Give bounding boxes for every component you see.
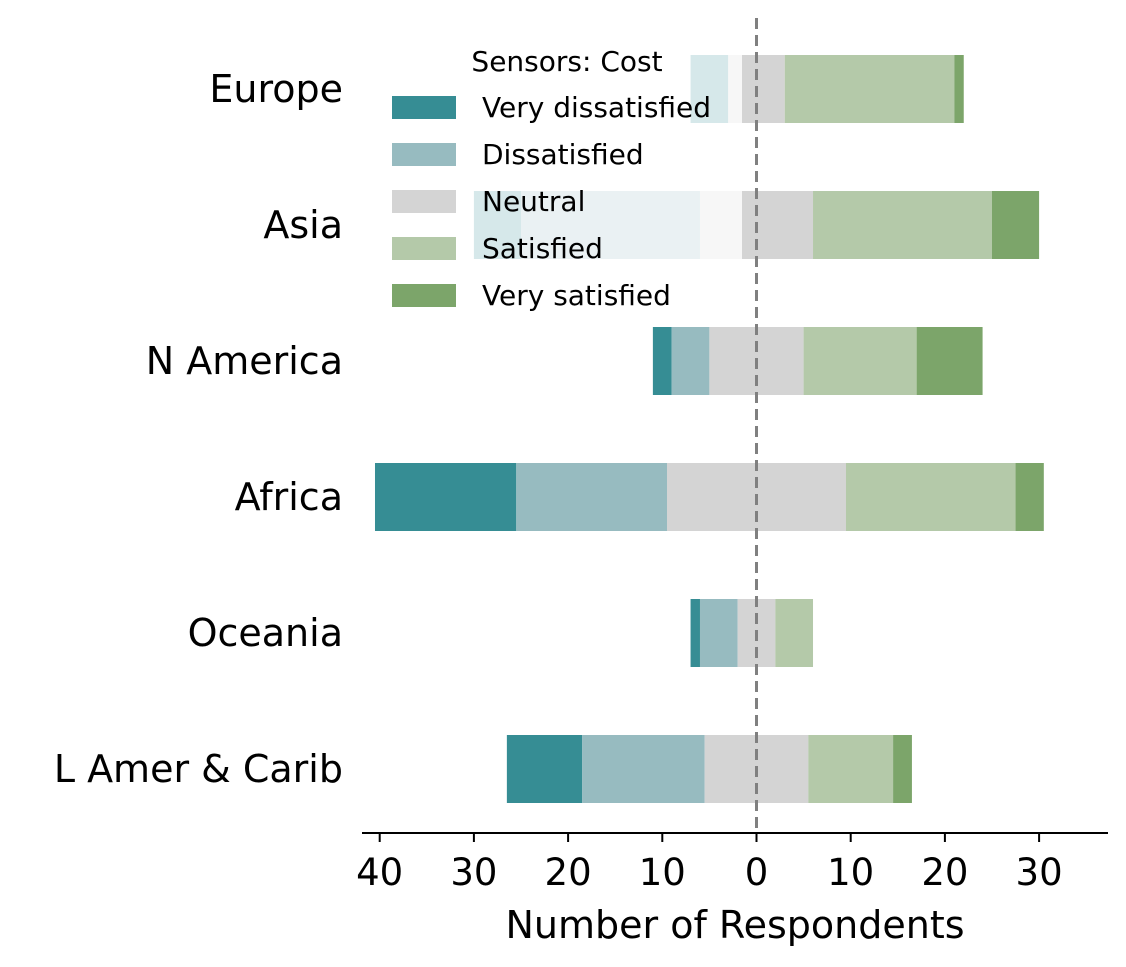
category-label-asia: Asia [263,203,343,247]
category-labels: Europe Asia N America Africa Oceania L Amer &… [54,67,343,791]
category-label-europe: Europe [209,67,343,111]
legend: Sensors: Cost Very dissatisfied Dissatisfi… [380,38,742,319]
x-tick-label: 10 [639,851,686,894]
bar-asia-satisfied [813,191,992,259]
bar-l-amer-and-carib-very-dissatisfied [506,735,583,803]
bar-n-america-satisfied [803,327,917,395]
bar-n-america-very-satisfied [916,327,983,395]
bar-asia-very-satisfied [992,191,1040,259]
legend-swatch-very-dissatisfied [392,96,456,119]
legend-label-very-satisfied: Very satisfied [482,279,671,312]
x-axis-title: Number of Respondents [505,903,964,947]
bar-l-amer-and-carib-dissatisfied [582,735,705,803]
bar-europe-very-satisfied [954,55,964,123]
x-tick-label: 30 [1016,851,1063,894]
bar-africa-dissatisfied [516,463,668,531]
legend-label-neutral: Neutral [482,185,585,218]
legend-label-satisfied: Satisfied [482,232,603,265]
bar-n-america-very-dissatisfied [652,327,672,395]
category-label-n-america: N America [146,339,343,383]
x-tick-label: 40 [356,851,403,894]
legend-label-very-dissatisfied: Very dissatisfied [482,91,711,124]
bar-oceania-very-dissatisfied [690,599,700,667]
x-tick-label: 0 [745,851,769,894]
legend-title: Sensors: Cost [471,45,662,78]
bar-africa-satisfied [845,463,1016,531]
bar-europe-satisfied [784,55,955,123]
legend-swatch-satisfied [392,237,456,260]
bar-oceania-satisfied [775,599,814,667]
legend-background [380,38,742,319]
category-label-africa: Africa [235,475,343,519]
bar-africa-very-satisfied [1015,463,1044,531]
bar-l-amer-and-carib-satisfied [808,735,894,803]
legend-swatch-neutral [392,190,456,213]
category-label-oceania: Oceania [188,611,343,655]
bar-n-america-dissatisfied [671,327,710,395]
legend-swatch-very-satisfied [392,284,456,307]
x-tick-label: 10 [827,851,874,894]
bar-l-amer-and-carib-very-satisfied [893,735,912,803]
bar-africa-very-dissatisfied [374,463,517,531]
x-tick-label: 20 [921,851,968,894]
legend-label-dissatisfied: Dissatisfied [482,138,644,171]
bar-oceania-dissatisfied [699,599,738,667]
x-tick-label: 30 [450,851,497,894]
legend-swatch-dissatisfied [392,143,456,166]
x-axis: 40 30 20 10 0 10 20 30 [356,832,1108,894]
x-tick-label: 20 [545,851,592,894]
category-label-l-amer-and-carib: L Amer & Carib [54,747,343,791]
